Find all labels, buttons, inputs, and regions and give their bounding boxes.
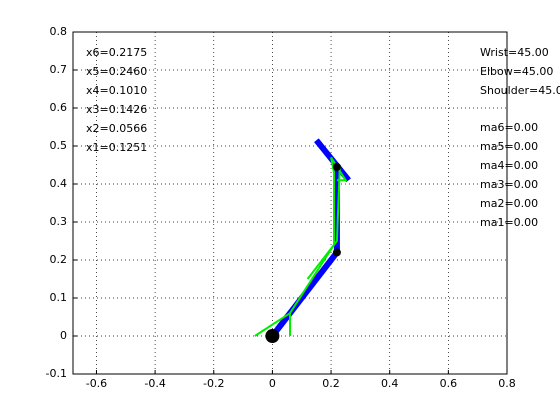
y-tick-label: 0.2 xyxy=(50,253,68,266)
y-tick-label: -0.1 xyxy=(46,367,67,380)
annotation: ma4=0.00 xyxy=(480,159,538,172)
line xyxy=(306,164,341,280)
annotation: ma2=0.00 xyxy=(480,197,538,210)
annotation: x3=0.1426 xyxy=(86,103,147,116)
y-tick-label: 0 xyxy=(60,329,67,342)
annotation: x2=0.0566 xyxy=(86,122,147,135)
annotation: Wrist=45.00 xyxy=(480,46,549,59)
annotation: Shoulder=45.00 xyxy=(480,84,560,97)
annotation: x6=0.2175 xyxy=(86,46,147,59)
y-tick-label: 0.4 xyxy=(50,177,68,190)
y-tick-label: 0.6 xyxy=(50,101,68,114)
x-tick-label: -0.6 xyxy=(86,377,107,390)
x-tick-label: 0.4 xyxy=(381,377,399,390)
x-tick-label: 0.8 xyxy=(498,377,516,390)
x-tick-label: 0.2 xyxy=(322,377,340,390)
axes-box xyxy=(72,31,508,375)
annotation: ma1=0.00 xyxy=(480,216,538,229)
x-tick-label: -0.4 xyxy=(144,377,165,390)
line xyxy=(289,156,348,314)
annotation: x4=0.1010 xyxy=(86,84,147,97)
x-tick-label: 0.6 xyxy=(440,377,458,390)
y-tick-label: 0.5 xyxy=(50,139,68,152)
x-tick-label: -0.2 xyxy=(203,377,224,390)
y-tick-label: 0.1 xyxy=(50,291,68,304)
x-tick-label: 0 xyxy=(269,377,276,390)
annotation: ma3=0.00 xyxy=(480,178,538,191)
y-tick-label: 0.7 xyxy=(50,63,68,76)
y-tick-label: 0.3 xyxy=(50,215,68,228)
joint xyxy=(332,162,341,171)
joint xyxy=(265,329,280,343)
annotation: ma6=0.00 xyxy=(480,121,538,134)
joint xyxy=(332,248,341,257)
annotation: ma5=0.00 xyxy=(480,140,538,153)
annotation: x5=0.2460 xyxy=(86,65,147,78)
y-tick-label: 0.8 xyxy=(50,25,68,38)
annotation: x1=0.1251 xyxy=(86,141,147,154)
annotation: Elbow=45.00 xyxy=(480,65,553,78)
